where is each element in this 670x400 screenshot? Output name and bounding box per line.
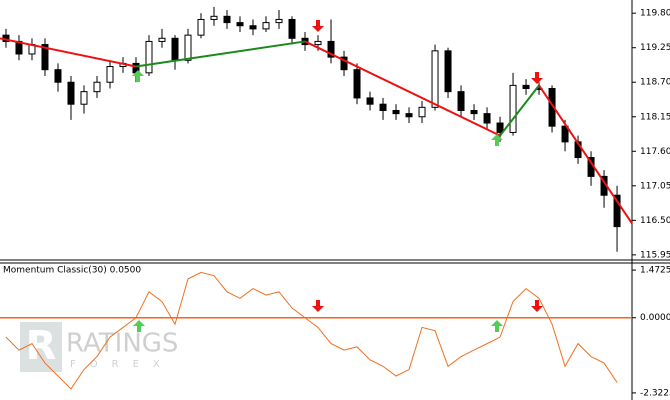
candle-body <box>106 66 114 83</box>
signals <box>132 20 543 332</box>
candle-body <box>431 50 439 108</box>
watermark: R RATINGS FOREX <box>20 322 178 372</box>
candle-body <box>41 44 49 71</box>
sell-arrow <box>312 300 324 312</box>
watermark-title: RATINGS <box>66 329 178 359</box>
indicator-title: Momentum Classic(30) 0.0500 <box>3 266 141 276</box>
candle-body <box>405 113 413 118</box>
sell-arrow <box>531 72 543 84</box>
candle-body <box>171 37 179 61</box>
y-tick-label: 116.50 <box>640 216 670 226</box>
y-tick-label: 118.15 <box>640 112 670 122</box>
sell-arrow <box>312 20 324 32</box>
buy-arrow <box>491 320 503 332</box>
logo-letter: R <box>26 323 57 369</box>
candle-body <box>496 122 504 133</box>
candle-body <box>210 15 218 20</box>
y-tick-label: 119.25 <box>640 43 670 53</box>
zigzag-line <box>538 84 633 225</box>
candle-body <box>340 56 348 71</box>
momentum-line <box>5 271 618 390</box>
buy-arrow <box>132 70 144 82</box>
y-tick-label: 117.05 <box>640 181 670 191</box>
candle-body <box>418 106 426 118</box>
candle-body <box>275 18 283 24</box>
candle-body <box>613 194 621 228</box>
candle-body <box>236 22 244 27</box>
candle-body <box>197 18 205 36</box>
candle-body <box>80 91 88 105</box>
candle-body <box>522 84 530 90</box>
candle-body <box>509 84 517 133</box>
y-tick-label: 118.70 <box>640 78 670 88</box>
candle-body <box>314 40 322 46</box>
candle-body <box>158 37 166 42</box>
candle-body <box>223 15 231 24</box>
buy-arrow <box>491 134 503 146</box>
candle-body <box>184 34 192 61</box>
zigzag-line <box>499 84 540 137</box>
y-tick-label: 115.95 <box>640 250 670 260</box>
candle-body <box>483 113 491 124</box>
candle-body <box>353 69 361 99</box>
candle-body <box>561 125 569 143</box>
zigzag-line <box>135 40 306 68</box>
sell-arrow <box>531 300 543 312</box>
candle-body <box>392 109 400 115</box>
candle-body <box>548 88 556 127</box>
y-tick-label: 0.0000 <box>640 313 670 323</box>
candle-body <box>327 40 335 58</box>
logo <box>20 322 62 372</box>
candle-body <box>288 18 296 39</box>
candle-body <box>145 40 153 74</box>
candle-body <box>93 81 101 93</box>
y-tick-label: 119.80 <box>640 9 670 19</box>
buy-arrow <box>133 320 145 332</box>
zigzag-line <box>0 37 137 68</box>
candle-body <box>379 103 387 111</box>
candle-body <box>54 69 62 83</box>
y-tick-label: -2.3225 <box>640 388 670 398</box>
candle-body <box>67 81 75 105</box>
zigzag-line <box>304 40 501 137</box>
candle-body <box>470 109 478 115</box>
watermark-subtitle: FOREX <box>70 359 174 370</box>
candle-body <box>457 91 465 111</box>
candle-body <box>249 25 257 30</box>
candle-body <box>444 50 452 93</box>
y-tick-label: 117.60 <box>640 147 670 157</box>
candle-body <box>366 97 374 105</box>
candle-body <box>262 22 270 30</box>
y-tick-label: 1.4725 <box>640 266 670 276</box>
